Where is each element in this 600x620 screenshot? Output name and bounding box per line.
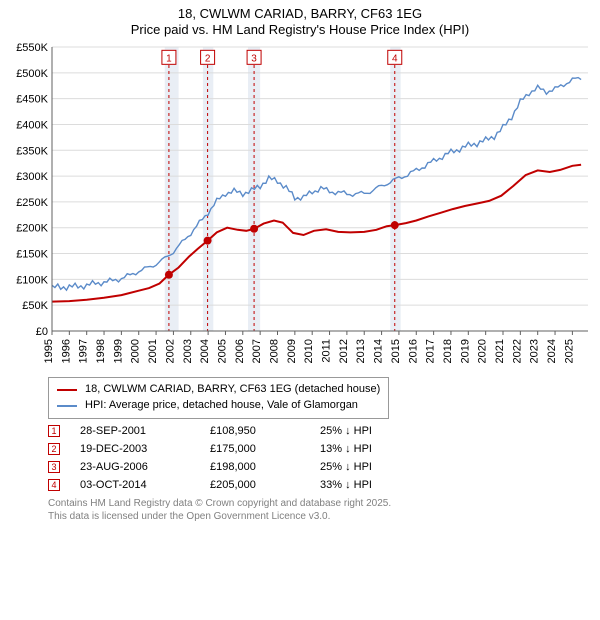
svg-text:2023: 2023 [529, 339, 541, 363]
svg-text:4: 4 [392, 54, 398, 65]
transaction-date: 19-DEC-2003 [80, 443, 190, 455]
svg-text:£200K: £200K [16, 223, 48, 235]
svg-text:1995: 1995 [43, 339, 55, 363]
chart-container: 18, CWLWM CARIAD, BARRY, CF63 1EG Price … [0, 0, 600, 529]
transaction-marker: 1 [48, 425, 60, 437]
svg-text:£300K: £300K [16, 171, 48, 183]
svg-text:2001: 2001 [147, 339, 159, 363]
legend: 18, CWLWM CARIAD, BARRY, CF63 1EG (detac… [48, 377, 389, 419]
footer-line-1: Contains HM Land Registry data © Crown c… [48, 497, 592, 510]
legend-row-red: 18, CWLWM CARIAD, BARRY, CF63 1EG (detac… [57, 382, 380, 398]
transaction-date: 23-AUG-2006 [80, 461, 190, 473]
svg-text:2005: 2005 [216, 339, 228, 363]
svg-text:£400K: £400K [16, 120, 48, 132]
svg-text:2012: 2012 [338, 339, 350, 363]
svg-text:£0: £0 [36, 326, 48, 338]
transaction-marker: 2 [48, 443, 60, 455]
svg-text:2009: 2009 [286, 339, 298, 363]
title-line-1: 18, CWLWM CARIAD, BARRY, CF63 1EG [8, 6, 592, 22]
svg-text:2000: 2000 [130, 339, 142, 363]
svg-text:2021: 2021 [494, 339, 506, 363]
svg-text:2025: 2025 [563, 339, 575, 363]
table-row: 1 28-SEP-2001 £108,950 25% ↓ HPI [48, 425, 592, 437]
legend-label-blue: HPI: Average price, detached house, Vale… [85, 398, 358, 414]
svg-text:1998: 1998 [95, 339, 107, 363]
svg-text:2019: 2019 [459, 339, 471, 363]
svg-text:2010: 2010 [303, 339, 315, 363]
svg-text:£100K: £100K [16, 275, 48, 287]
svg-text:£350K: £350K [16, 146, 48, 158]
svg-text:2007: 2007 [251, 339, 263, 363]
legend-swatch-blue [57, 405, 77, 407]
svg-text:2020: 2020 [477, 339, 489, 363]
svg-text:2011: 2011 [321, 339, 333, 363]
svg-text:2003: 2003 [182, 339, 194, 363]
title-line-2: Price paid vs. HM Land Registry's House … [8, 22, 592, 37]
svg-text:1996: 1996 [60, 339, 72, 363]
table-row: 3 23-AUG-2006 £198,000 25% ↓ HPI [48, 461, 592, 473]
svg-text:2016: 2016 [407, 339, 419, 363]
titles: 18, CWLWM CARIAD, BARRY, CF63 1EG Price … [8, 6, 592, 37]
svg-text:1999: 1999 [112, 339, 124, 363]
transaction-price: £108,950 [210, 425, 300, 437]
line-chart-svg: £0 £50K £100K £150K £200K £250K £300K £350K £400… [8, 41, 592, 371]
svg-text:2018: 2018 [442, 339, 454, 363]
legend-swatch-red [57, 389, 77, 391]
svg-text:2004: 2004 [199, 339, 211, 363]
svg-text:2015: 2015 [390, 339, 402, 363]
transaction-date: 28-SEP-2001 [80, 425, 190, 437]
legend-label-red: 18, CWLWM CARIAD, BARRY, CF63 1EG (detac… [85, 382, 380, 398]
svg-text:£250K: £250K [16, 197, 48, 209]
transaction-marker: 3 [48, 461, 60, 473]
transaction-diff: 25% ↓ HPI [320, 461, 372, 473]
svg-text:2008: 2008 [269, 339, 281, 363]
svg-text:2022: 2022 [511, 339, 523, 363]
svg-text:£150K: £150K [16, 249, 48, 261]
transaction-price: £198,000 [210, 461, 300, 473]
svg-text:£500K: £500K [16, 68, 48, 80]
transaction-diff: 33% ↓ HPI [320, 479, 372, 491]
table-row: 4 03-OCT-2014 £205,000 33% ↓ HPI [48, 479, 592, 491]
svg-text:2014: 2014 [373, 339, 385, 363]
transaction-price: £205,000 [210, 479, 300, 491]
transaction-marker: 4 [48, 479, 60, 491]
svg-text:2006: 2006 [234, 339, 246, 363]
svg-text:2: 2 [205, 54, 211, 65]
transaction-price: £175,000 [210, 443, 300, 455]
svg-text:2013: 2013 [355, 339, 367, 363]
svg-text:£50K: £50K [22, 300, 48, 312]
svg-text:2002: 2002 [164, 339, 176, 363]
svg-text:1997: 1997 [78, 339, 90, 363]
legend-row-blue: HPI: Average price, detached house, Vale… [57, 398, 380, 414]
svg-text:2017: 2017 [425, 339, 437, 363]
table-row: 2 19-DEC-2003 £175,000 13% ↓ HPI [48, 443, 592, 455]
transactions-table: 1 28-SEP-2001 £108,950 25% ↓ HPI 2 19-DEC-200… [48, 425, 592, 491]
svg-text:£450K: £450K [16, 94, 48, 106]
svg-text:£550K: £550K [16, 42, 48, 54]
svg-text:2024: 2024 [546, 339, 558, 363]
transaction-date: 03-OCT-2014 [80, 479, 190, 491]
chart-area: £0 £50K £100K £150K £200K £250K £300K £350K £400… [8, 41, 592, 371]
footer: Contains HM Land Registry data © Crown c… [48, 497, 592, 523]
transaction-diff: 13% ↓ HPI [320, 443, 372, 455]
svg-text:1: 1 [166, 54, 172, 65]
footer-line-2: This data is licensed under the Open Gov… [48, 510, 592, 523]
svg-text:3: 3 [251, 54, 257, 65]
transaction-diff: 25% ↓ HPI [320, 425, 372, 437]
